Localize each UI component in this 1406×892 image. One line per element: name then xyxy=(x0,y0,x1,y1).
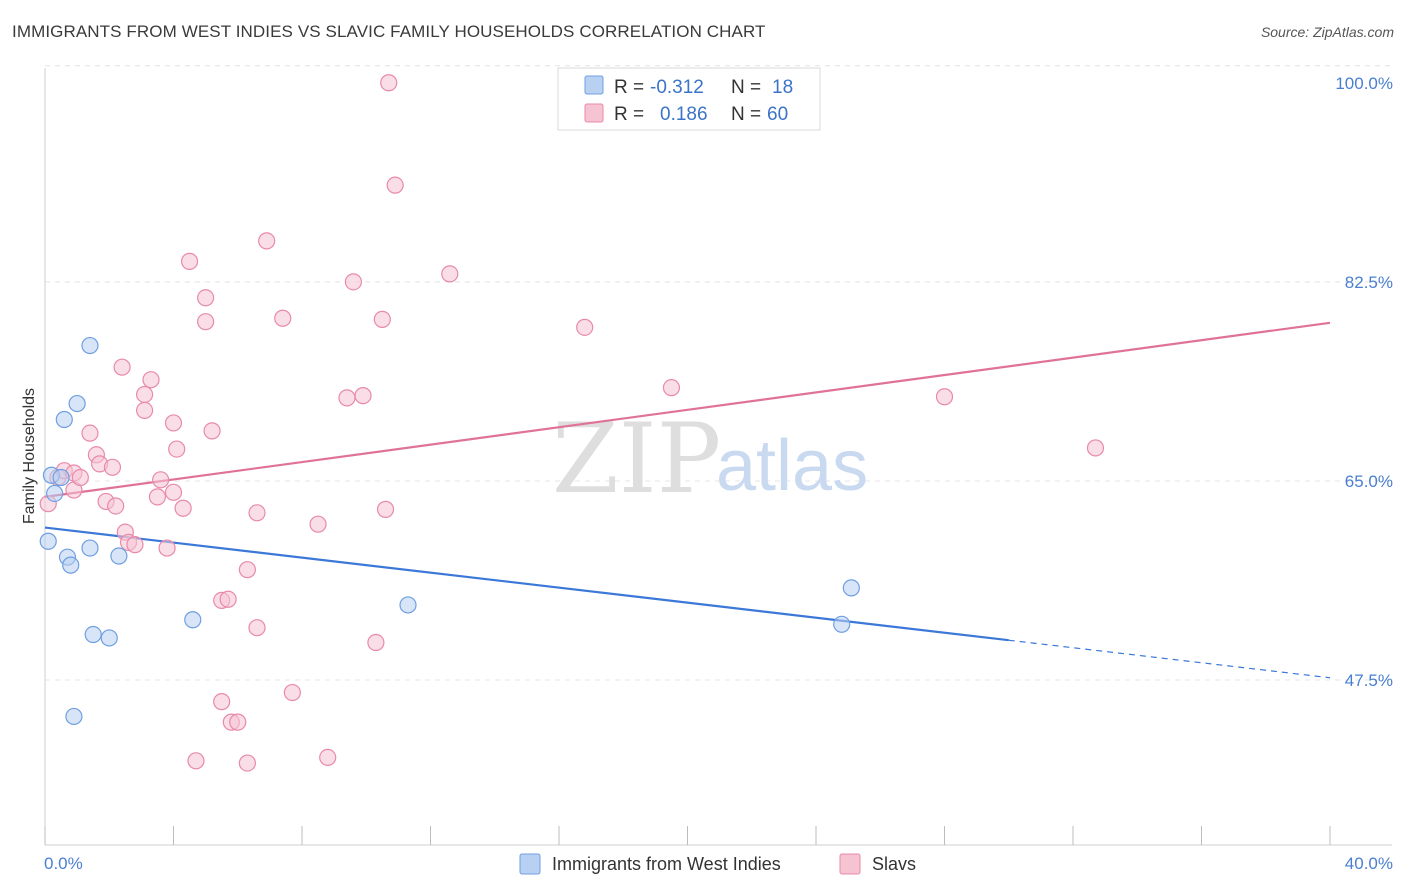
slavs-point xyxy=(367,633,385,652)
slavs-point xyxy=(373,310,391,328)
slavs-point xyxy=(168,440,186,458)
legend-r-label: R = xyxy=(614,77,644,98)
slavs-point xyxy=(152,471,170,489)
west-indies-point xyxy=(842,579,860,597)
slavs-point xyxy=(376,500,395,518)
legend-r-value: 0.186 xyxy=(660,104,708,125)
slavs-point xyxy=(197,313,215,331)
legend-swatch-blue xyxy=(584,75,604,95)
legend-n-label: N = xyxy=(731,104,761,125)
slavs-point xyxy=(576,318,594,336)
slavs-point xyxy=(142,371,160,389)
slavs-point xyxy=(135,401,154,420)
slavs-point xyxy=(71,468,89,487)
west-indies-point xyxy=(184,611,202,629)
y-tick-label: 82.5% xyxy=(1345,273,1393,292)
slavs-point xyxy=(213,693,231,711)
legend-n-label: N = xyxy=(731,77,761,98)
west-indies-point xyxy=(100,629,118,647)
slavs-point xyxy=(248,619,266,637)
watermark-atlas: atlas xyxy=(716,426,868,506)
y-tick-label: 100.0% xyxy=(1335,74,1393,93)
x-tick-label: 0.0% xyxy=(44,854,83,873)
slavs-point xyxy=(380,74,398,92)
slavs-point xyxy=(180,252,199,270)
legend-box: R = -0.312 N = 18 R = 0.186 N = 60 xyxy=(557,67,821,131)
legend-r-label: R = xyxy=(614,104,644,125)
y-tick-label: 47.5% xyxy=(1345,671,1393,690)
slavs-point xyxy=(238,561,256,579)
slavs-point xyxy=(338,389,356,407)
west-indies-point xyxy=(81,336,99,355)
y-axis-label: Family Households xyxy=(21,388,38,524)
slavs-point xyxy=(309,515,327,533)
y-tick-label: 65.0% xyxy=(1345,472,1393,491)
slavs-point xyxy=(319,748,337,766)
slavs-point xyxy=(441,265,459,283)
slavs-point xyxy=(283,683,301,702)
slavs-point xyxy=(164,414,183,432)
west-indies-point xyxy=(52,468,70,487)
west-indies-point xyxy=(39,532,57,550)
slavs-point xyxy=(662,379,681,397)
tick-labels: 47.5% 65.0% 82.5% 100.0% 0.0% 40.0% xyxy=(44,74,1393,873)
slavs-point xyxy=(344,273,362,291)
slavs-point xyxy=(386,176,404,194)
x-tick-label: 40.0% xyxy=(1345,854,1393,873)
slavs-point xyxy=(229,713,247,731)
slavs-point xyxy=(103,458,122,476)
west-indies-point xyxy=(65,707,83,726)
legend-n-value: 18 xyxy=(772,77,793,98)
slavs-point xyxy=(107,497,125,515)
legend-swatch-pink xyxy=(584,103,604,123)
slavs-point xyxy=(197,289,215,307)
slavs-point xyxy=(219,590,237,608)
bottom-legend-swatch-blue xyxy=(519,853,541,875)
west-indies-point xyxy=(55,410,73,429)
west-indies-point xyxy=(81,539,99,557)
bottom-legend: Immigrants from West Indies Slavs xyxy=(519,853,916,875)
slavs-trend-line xyxy=(44,321,1331,498)
watermark-zip: ZIP xyxy=(552,403,721,515)
slavs-point xyxy=(238,754,256,772)
west-indies-point xyxy=(110,547,128,565)
west-indies-point xyxy=(84,625,102,644)
slavs-point xyxy=(187,752,205,770)
grid-lines xyxy=(45,65,1392,681)
slavs-point xyxy=(158,539,176,557)
legend-r-value: -0.312 xyxy=(650,77,704,98)
west-indies-point xyxy=(399,596,417,614)
chart-title: IMMIGRANTS FROM WEST INDIES VS SLAVIC FA… xyxy=(12,22,766,41)
west-indies-point xyxy=(62,556,80,574)
slavs-point xyxy=(81,424,99,442)
slavs-point xyxy=(148,488,167,506)
data-points xyxy=(39,74,1105,772)
bottom-legend-label-slavs: Slavs xyxy=(872,854,916,874)
slavs-point xyxy=(174,499,192,517)
legend-n-value: 60 xyxy=(767,104,788,125)
watermark: ZIP atlas xyxy=(552,403,868,515)
west-indies-trend-extension xyxy=(1008,639,1331,679)
source-credit: Source: ZipAtlas.com xyxy=(1260,24,1394,40)
west-indies-point xyxy=(833,615,851,633)
slavs-point xyxy=(113,358,131,376)
west-indies-point xyxy=(68,394,86,413)
slavs-point xyxy=(274,309,292,327)
axes xyxy=(44,68,1392,846)
west-indies-point xyxy=(46,484,64,503)
slavs-point xyxy=(248,504,266,522)
slavs-point xyxy=(135,385,154,404)
slavs-point xyxy=(354,387,372,405)
slavs-point xyxy=(126,536,144,554)
slavs-point xyxy=(164,483,183,501)
bottom-legend-label-west-indies: Immigrants from West Indies xyxy=(552,854,781,874)
bottom-legend-swatch-pink xyxy=(839,853,861,875)
slavs-point xyxy=(935,388,954,406)
slavs-point xyxy=(258,232,276,250)
slavs-point xyxy=(203,422,221,440)
slavs-point xyxy=(1086,439,1105,457)
